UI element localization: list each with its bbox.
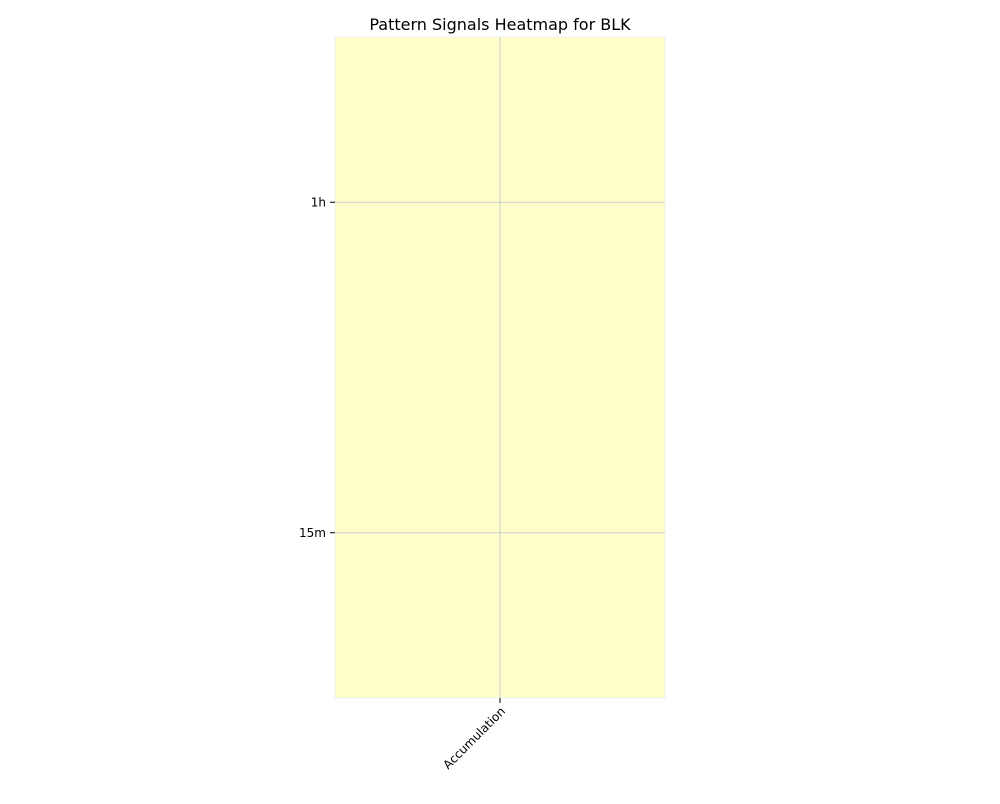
grid-lines	[334, 36, 666, 699]
x-tick-label: Accumulation	[440, 704, 508, 772]
chart-title: Pattern Signals Heatmap for BLK	[369, 15, 631, 34]
y-tick-label: 1h	[311, 195, 326, 209]
y-tick-label: 15m	[299, 526, 326, 540]
